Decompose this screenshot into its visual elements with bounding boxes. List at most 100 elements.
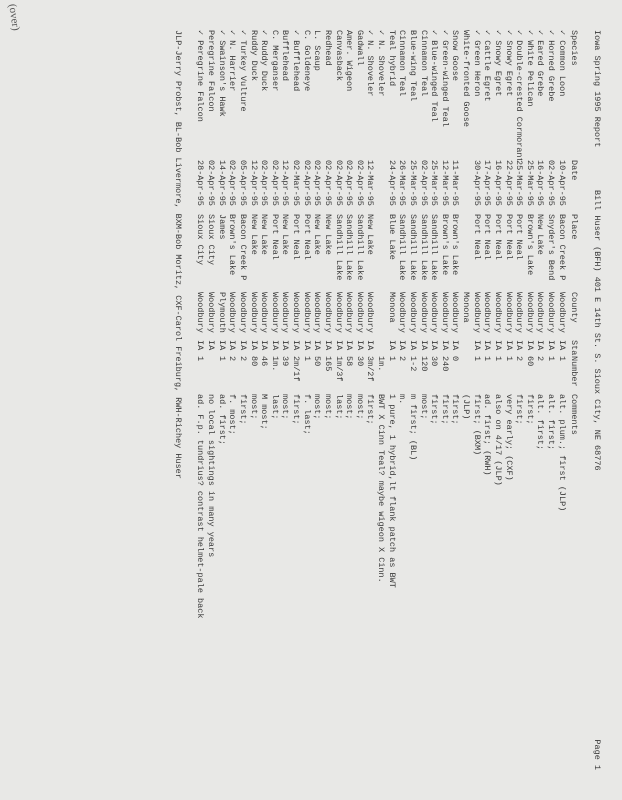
- cell-date: 11-Mar-95: [450, 160, 461, 214]
- cell-place: Port Neal: [482, 214, 493, 292]
- cell-date: 02-Apr-95: [227, 160, 238, 214]
- cell-comments: first;: [237, 394, 248, 790]
- cell-place: Port Neal: [269, 214, 280, 292]
- cell-comments: most;: [344, 394, 355, 790]
- cell-state: IA: [312, 340, 323, 356]
- table-row: Gadwall02-Apr-95Sandhill LakeWoodburyIA3…: [354, 30, 365, 790]
- col-county-header: County: [569, 292, 580, 340]
- col-species-header: Species: [569, 30, 580, 160]
- cell-state: IA: [248, 340, 259, 356]
- table-row: Redhead02-Apr-95New LakeWoodburyIA165mos…: [322, 30, 333, 790]
- cell-date: 02-Apr-95: [301, 160, 312, 214]
- cell-state: IA: [227, 340, 238, 356]
- cell-number: 1: [492, 356, 503, 394]
- cell-place: Bacon Creek P: [556, 214, 567, 292]
- cell-county: Woodbury: [227, 292, 238, 340]
- cell-species: ✓ Peregrine Falcon: [195, 30, 206, 160]
- cell-county: Woodbury: [365, 292, 376, 340]
- cell-species: ✓ Swainson's Hawk: [216, 30, 227, 160]
- cell-date: 25-Mar-95: [524, 160, 535, 214]
- cell-date: 02-Apr-95: [259, 160, 270, 214]
- cell-place: Brown's Lake: [439, 214, 450, 292]
- cell-place: Port Neal: [301, 214, 312, 292]
- cell-state: IA: [503, 340, 514, 356]
- table-row: Amer. Wigeon02-Apr-95Sandhill LakeWoodbu…: [344, 30, 355, 790]
- cell-date: [461, 160, 472, 214]
- cell-county: Woodbury: [301, 292, 312, 340]
- cell-date: 02-Apr-95: [269, 160, 280, 214]
- cell-comments: first;: [429, 394, 440, 790]
- cell-place: Sandhill Lake: [344, 214, 355, 292]
- cell-number: 2: [535, 356, 546, 394]
- cell-place: Port Neal: [471, 214, 482, 292]
- cell-place: [376, 214, 387, 292]
- cell-place: Sandhill Lake: [397, 214, 408, 292]
- cell-comments: most;: [418, 394, 429, 790]
- cell-state: IA: [418, 340, 429, 356]
- cell-place: New Lake: [280, 214, 291, 292]
- cell-comments: no local sightings in many years: [206, 394, 217, 790]
- cell-comments: most;: [322, 394, 333, 790]
- cell-number: 1: [386, 356, 397, 394]
- cell-county: Woodbury: [535, 292, 546, 340]
- cell-date: 05-Apr-95: [237, 160, 248, 214]
- cell-comments: ad. first;: [216, 394, 227, 790]
- cell-county: Woodbury: [556, 292, 567, 340]
- cell-date: 17-Apr-95: [482, 160, 493, 214]
- cell-species: Cinnamon Teal: [418, 30, 429, 160]
- cell-state: IA: [269, 340, 280, 356]
- col-place-header: Place: [569, 214, 580, 292]
- cell-place: Sioux City: [195, 214, 206, 292]
- cell-number: 2: [227, 356, 238, 394]
- cell-date: 02-Apr-95: [312, 160, 323, 214]
- cell-comments: alt. first;: [546, 394, 557, 790]
- cell-number: 1: [216, 356, 227, 394]
- table-row: Peregrine Falcon02-Apr-95Sioux CityWoodb…: [206, 30, 217, 790]
- cell-county: Woodbury: [514, 292, 525, 340]
- page-sheet: Iowa Spring 1995 Report Bill Huser (BFH)…: [0, 0, 622, 800]
- report-title: Iowa Spring 1995 Report: [591, 30, 602, 190]
- cell-species: ✓ N. Harrier: [227, 30, 238, 160]
- table-row: ✓ Ruddy Duck02-Apr-95New LakeWoodburyIA4…: [259, 30, 270, 790]
- cell-state: IA: [524, 340, 535, 356]
- cell-comments: also on 4/17 (JLP): [492, 394, 503, 790]
- cell-county: Woodbury: [312, 292, 323, 340]
- cell-date: 12-Mar-95: [439, 160, 450, 214]
- cell-state: IA: [216, 340, 227, 356]
- cell-county: Woodbury: [344, 292, 355, 340]
- cell-species: ✓ Ruddy Duck: [259, 30, 270, 160]
- cell-county: Woodbury: [503, 292, 514, 340]
- cell-number: 80: [248, 356, 259, 394]
- cell-place: Sandhill Lake: [333, 214, 344, 292]
- cell-number: 39: [280, 356, 291, 394]
- cell-place: Blue Lake: [386, 214, 397, 292]
- cell-date: 24-Apr-95: [386, 160, 397, 214]
- table-row: ✓ Green Heron30-Apr-95Port NealWoodburyI…: [471, 30, 482, 790]
- cell-place: New Lake: [259, 214, 270, 292]
- footer-key: JLP-Jerry Probst, BL-Bob Livermore, BXM-…: [172, 30, 183, 790]
- cell-county: Woodbury: [269, 292, 280, 340]
- col-comments-header: Comments: [569, 394, 580, 790]
- cell-number: 165: [322, 356, 333, 394]
- cell-date: 02-Apr-95: [418, 160, 429, 214]
- cell-state: IA: [407, 340, 418, 356]
- cell-number: 2: [514, 356, 525, 394]
- cell-state: IA: [514, 340, 525, 356]
- table-row: ✓ Eared Grebe16-Apr-95New LakeWoodburyIA…: [535, 30, 546, 790]
- cell-species: C. Goldeneye: [301, 30, 312, 160]
- cell-date: 02-Mar-95: [291, 160, 302, 214]
- cell-state: IA: [280, 340, 291, 356]
- cell-number: 60: [524, 356, 535, 394]
- cell-place: James: [216, 214, 227, 292]
- cell-species: C. Merganser: [269, 30, 280, 160]
- cell-comments: first;: [291, 394, 302, 790]
- cell-place: Sandhill Lake: [354, 214, 365, 292]
- table-row: L. Scaup02-Apr-95New LakeWoodburyIA50mos…: [312, 30, 323, 790]
- cell-number: 1-2: [407, 356, 418, 394]
- cell-date: 02-Apr-95: [354, 160, 365, 214]
- cell-comments: most;: [354, 394, 365, 790]
- table-row: Snow Goose11-Mar-95Brown's LakeWoodburyI…: [450, 30, 461, 790]
- cell-place: Sandhill Lake: [418, 214, 429, 292]
- cell-species: White-fronted Goose: [461, 30, 472, 160]
- cell-state: IA: [237, 340, 248, 356]
